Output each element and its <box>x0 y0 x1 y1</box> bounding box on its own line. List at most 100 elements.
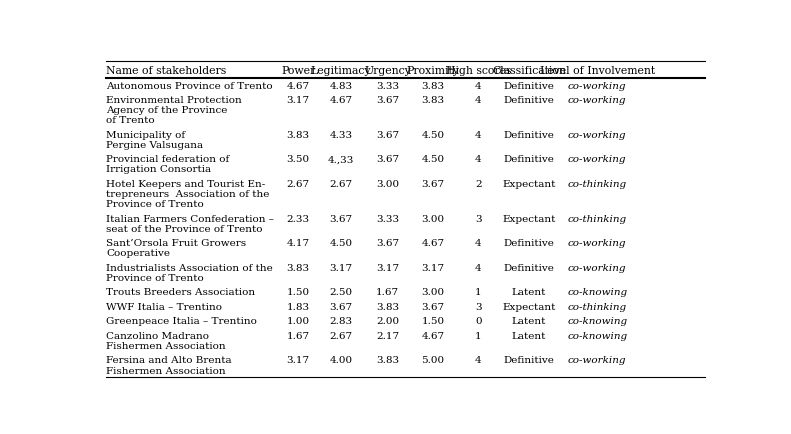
Text: Latent: Latent <box>512 331 546 340</box>
Text: 3.17: 3.17 <box>376 263 399 272</box>
Text: 3.17: 3.17 <box>330 263 353 272</box>
Text: 4.50: 4.50 <box>422 131 445 139</box>
Text: seat of the Province of Trento: seat of the Province of Trento <box>106 224 263 233</box>
Text: 1.50: 1.50 <box>422 317 445 326</box>
Text: Definitive: Definitive <box>504 131 554 139</box>
Text: 3.17: 3.17 <box>422 263 445 272</box>
Text: 2.17: 2.17 <box>376 331 399 340</box>
Text: 4.00: 4.00 <box>330 355 353 365</box>
Text: trepreneurs  Association of the: trepreneurs Association of the <box>106 190 270 199</box>
Text: Definitive: Definitive <box>504 81 554 90</box>
Text: Definitive: Definitive <box>504 263 554 272</box>
Text: co-knowing: co-knowing <box>567 317 627 326</box>
Text: Legitimacy: Legitimacy <box>311 66 371 76</box>
Text: Environmental Protection: Environmental Protection <box>106 96 242 105</box>
Text: co-thinking: co-thinking <box>568 214 626 223</box>
Text: co-working: co-working <box>568 239 626 248</box>
Text: High scores: High scores <box>445 66 511 76</box>
Text: 1: 1 <box>475 331 482 340</box>
Text: Cooperative: Cooperative <box>106 249 170 258</box>
Text: co-knowing: co-knowing <box>567 331 627 340</box>
Text: 4: 4 <box>475 263 482 272</box>
Text: 2.67: 2.67 <box>330 331 353 340</box>
Text: 3.33: 3.33 <box>376 214 399 223</box>
Text: Definitive: Definitive <box>504 355 554 365</box>
Text: Province of Trento: Province of Trento <box>106 200 204 209</box>
Text: co-working: co-working <box>568 355 626 365</box>
Text: 4.50: 4.50 <box>330 239 353 248</box>
Text: Classification: Classification <box>492 66 566 76</box>
Text: 3.67: 3.67 <box>422 302 445 311</box>
Text: co-working: co-working <box>568 131 626 139</box>
Text: 4.67: 4.67 <box>422 239 445 248</box>
Text: 3.00: 3.00 <box>422 288 445 297</box>
Text: co-knowing: co-knowing <box>567 288 627 297</box>
Text: Pergine Valsugana: Pergine Valsugana <box>106 141 203 150</box>
Text: 2.83: 2.83 <box>330 317 353 326</box>
Text: Proximity: Proximity <box>407 66 460 76</box>
Text: Industrialists Association of the: Industrialists Association of the <box>106 263 273 272</box>
Text: co-thinking: co-thinking <box>568 302 626 311</box>
Text: 3.50: 3.50 <box>286 155 309 164</box>
Text: Expectant: Expectant <box>502 302 555 311</box>
Text: Italian Farmers Confederation –: Italian Farmers Confederation – <box>106 214 274 223</box>
Text: co-working: co-working <box>568 263 626 272</box>
Text: 4: 4 <box>475 239 482 248</box>
Text: Name of stakeholders: Name of stakeholders <box>106 66 226 76</box>
Text: 3.83: 3.83 <box>286 131 309 139</box>
Text: co-working: co-working <box>568 81 626 90</box>
Text: 3: 3 <box>475 214 482 223</box>
Text: 1: 1 <box>475 288 482 297</box>
Text: 4.,33: 4.,33 <box>327 155 354 164</box>
Text: 2.67: 2.67 <box>330 180 353 188</box>
Text: 3.83: 3.83 <box>376 355 399 365</box>
Text: 3.67: 3.67 <box>376 131 399 139</box>
Text: 3.83: 3.83 <box>286 263 309 272</box>
Text: 2: 2 <box>475 180 482 188</box>
Text: co-working: co-working <box>568 155 626 164</box>
Text: co-working: co-working <box>568 96 626 105</box>
Text: Autonomous Province of Trento: Autonomous Province of Trento <box>106 81 273 90</box>
Text: Canzolino Madrano: Canzolino Madrano <box>106 331 210 340</box>
Text: Urgency: Urgency <box>364 66 411 76</box>
Text: Fishermen Association: Fishermen Association <box>106 366 226 375</box>
Text: Definitive: Definitive <box>504 155 554 164</box>
Text: 2.33: 2.33 <box>286 214 309 223</box>
Text: 0: 0 <box>475 317 482 326</box>
Text: 4.67: 4.67 <box>422 331 445 340</box>
Text: 1.67: 1.67 <box>286 331 309 340</box>
Text: Fersina and Alto Brenta: Fersina and Alto Brenta <box>106 355 232 365</box>
Text: 3.67: 3.67 <box>330 214 353 223</box>
Text: 3.67: 3.67 <box>376 155 399 164</box>
Text: 4.83: 4.83 <box>330 81 353 90</box>
Text: 3.00: 3.00 <box>376 180 399 188</box>
Text: 4.33: 4.33 <box>330 131 353 139</box>
Text: 3.67: 3.67 <box>376 96 399 105</box>
Text: 4: 4 <box>475 81 482 90</box>
Text: 3.83: 3.83 <box>422 96 445 105</box>
Text: 3: 3 <box>475 302 482 311</box>
Text: Agency of the Province: Agency of the Province <box>106 106 228 115</box>
Text: Sant’Orsola Fruit Growers: Sant’Orsola Fruit Growers <box>106 239 246 248</box>
Text: 2.00: 2.00 <box>376 317 399 326</box>
Text: Municipality of: Municipality of <box>106 131 185 139</box>
Text: 3.17: 3.17 <box>286 355 309 365</box>
Text: Definitive: Definitive <box>504 239 554 248</box>
Text: 4: 4 <box>475 96 482 105</box>
Text: Hotel Keepers and Tourist En-: Hotel Keepers and Tourist En- <box>106 180 266 188</box>
Text: co-thinking: co-thinking <box>568 180 626 188</box>
Text: Irrigation Consortia: Irrigation Consortia <box>106 165 211 174</box>
Text: 4.50: 4.50 <box>422 155 445 164</box>
Text: 4.67: 4.67 <box>330 96 353 105</box>
Text: 3.67: 3.67 <box>376 239 399 248</box>
Text: Expectant: Expectant <box>502 214 555 223</box>
Text: 1.83: 1.83 <box>286 302 309 311</box>
Text: 4: 4 <box>475 155 482 164</box>
Text: Provincial federation of: Provincial federation of <box>106 155 229 164</box>
Text: 3.67: 3.67 <box>330 302 353 311</box>
Text: 1.67: 1.67 <box>376 288 399 297</box>
Text: Power: Power <box>281 66 316 76</box>
Text: 4.17: 4.17 <box>286 239 309 248</box>
Text: Level of Involvement: Level of Involvement <box>539 66 655 76</box>
Text: 3.00: 3.00 <box>422 214 445 223</box>
